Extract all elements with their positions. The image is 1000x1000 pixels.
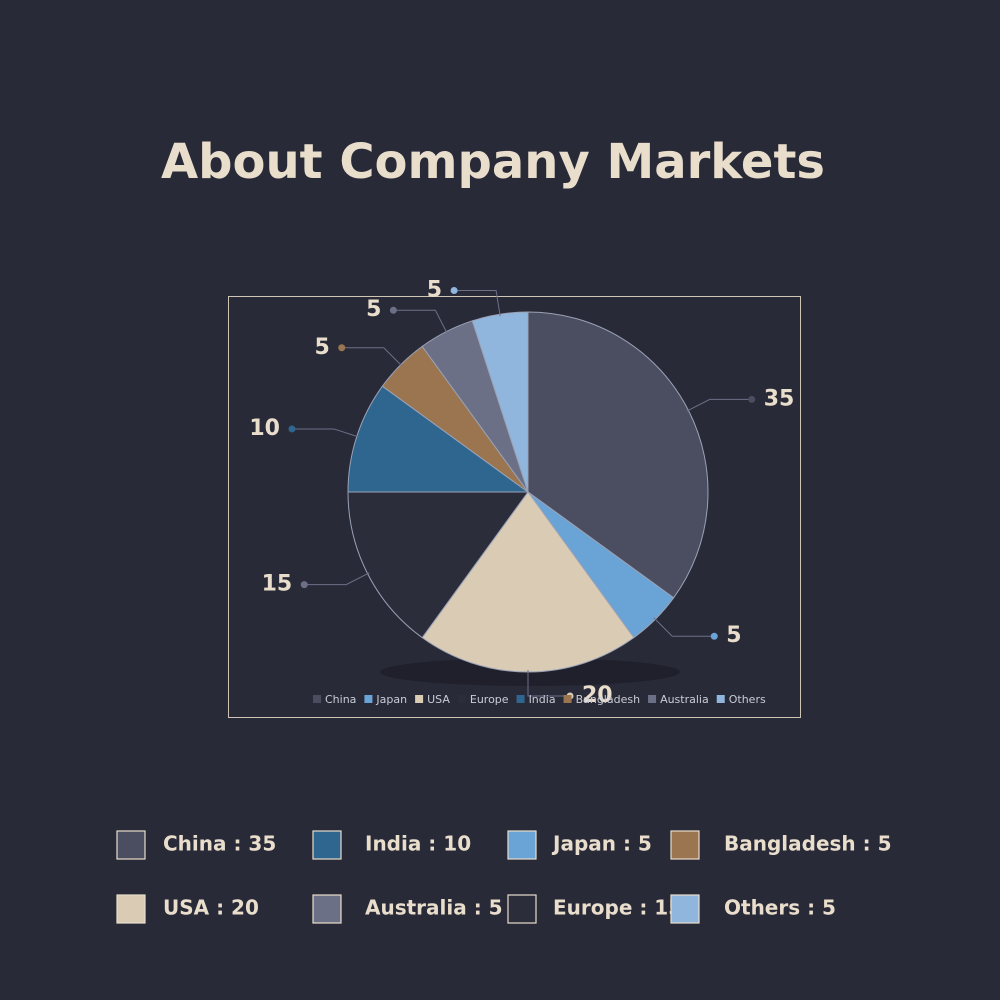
- legend-swatch: [516, 695, 525, 703]
- summary-swatch: [116, 830, 146, 860]
- summary-swatch: [312, 894, 342, 924]
- legend-swatch: [364, 695, 373, 703]
- legend-swatch: [648, 695, 657, 703]
- data-label: 20: [582, 683, 613, 708]
- legend-label: Japan: [375, 693, 407, 706]
- legend-swatch: [716, 695, 725, 703]
- chart-title: About Company Markets: [161, 134, 825, 190]
- leader-line: [527, 670, 570, 697]
- legend-swatch: [415, 695, 424, 703]
- chart-frame: [228, 296, 801, 718]
- summary-swatch: [670, 894, 700, 924]
- legend-swatch: [457, 695, 466, 703]
- summary-swatch: [312, 830, 342, 860]
- data-label: 35: [764, 386, 795, 411]
- leader-line: [653, 617, 715, 637]
- leader-line: [304, 572, 370, 586]
- leader-dot: [338, 344, 346, 352]
- summary-label: Australia : 5: [365, 896, 503, 920]
- leader-line: [686, 398, 752, 412]
- leader-line: [341, 347, 403, 367]
- summary-label: Japan : 5: [551, 832, 652, 856]
- summary-swatch: [507, 830, 537, 860]
- data-label: 15: [262, 572, 293, 597]
- summary-label: USA : 20: [163, 896, 259, 920]
- legend-label: Others: [729, 693, 766, 706]
- legend-label: Australia: [660, 693, 709, 706]
- data-label: 5: [726, 623, 741, 648]
- legend-label: USA: [427, 693, 450, 706]
- legend-label: Europe: [470, 693, 509, 706]
- summary-swatch: [507, 894, 537, 924]
- leader-dot: [748, 395, 756, 403]
- leader-dot: [288, 425, 296, 433]
- summary-label: Europe : 15: [553, 896, 682, 920]
- data-label: 5: [314, 335, 329, 360]
- summary-label: India : 10: [365, 832, 471, 856]
- leader-dot: [389, 306, 397, 314]
- summary-swatch: [116, 894, 146, 924]
- summary-label: China : 35: [163, 832, 276, 856]
- data-label: 5: [427, 278, 442, 303]
- legend-swatch: [313, 695, 321, 703]
- leader-line: [454, 290, 501, 317]
- leader-dot: [450, 287, 458, 295]
- summary-label: Others : 5: [724, 896, 836, 920]
- leader-line: [393, 309, 448, 334]
- data-label: 10: [249, 416, 280, 441]
- leader-dot: [300, 581, 308, 589]
- legend-label: India: [529, 693, 556, 706]
- summary-label: Bangladesh : 5: [724, 832, 892, 856]
- legend-label: China: [325, 693, 356, 706]
- summary-swatch: [670, 830, 700, 860]
- legend-label: Bangladesh: [576, 693, 641, 706]
- leader-dot: [710, 632, 718, 640]
- data-label: 5: [366, 297, 381, 322]
- leader-line: [291, 428, 359, 438]
- legend-swatch: [563, 695, 572, 703]
